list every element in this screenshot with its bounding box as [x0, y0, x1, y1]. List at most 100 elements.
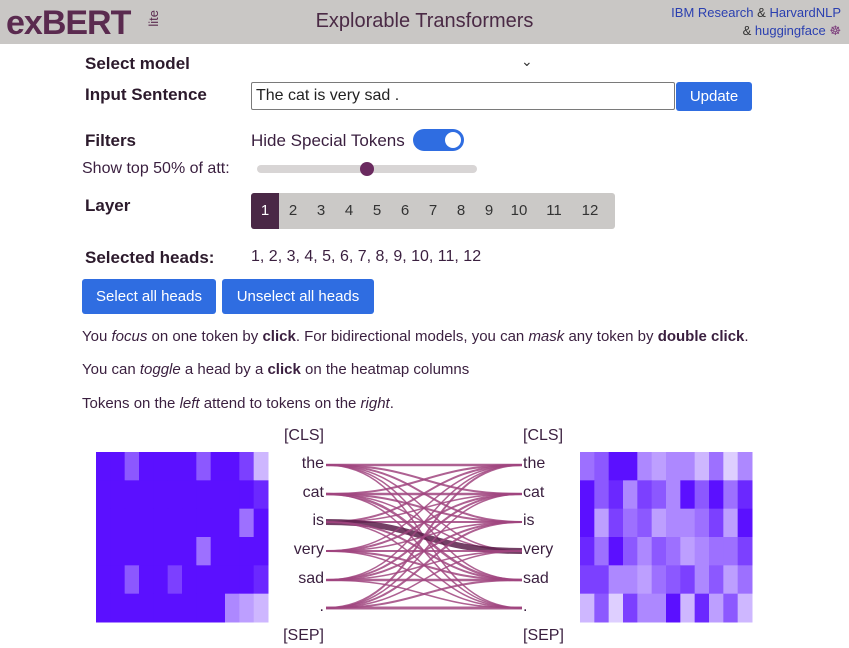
heatmap-cell[interactable]: [623, 480, 638, 510]
heatmap-cell[interactable]: [153, 593, 169, 623]
heatmap-cell[interactable]: [196, 452, 212, 481]
heatmap-cell[interactable]: [124, 480, 140, 510]
heatmap-cell[interactable]: [737, 480, 753, 510]
heatmap-cell[interactable]: [608, 508, 624, 538]
heatmap-cell[interactable]: [623, 593, 638, 623]
model-dropdown[interactable]: ⌄: [521, 53, 533, 70]
heatmap-cell[interactable]: [153, 480, 169, 510]
heatmap-cell[interactable]: [225, 593, 240, 623]
select-all-heads-button[interactable]: Select all heads: [82, 279, 216, 314]
right-token[interactable]: cat: [523, 484, 545, 501]
left-token[interactable]: [CLS]: [283, 427, 324, 444]
heatmap-cell[interactable]: [139, 537, 154, 566]
layer-option-8[interactable]: 8: [456, 202, 466, 219]
heatmap-cell[interactable]: [709, 565, 724, 595]
right-token[interactable]: sad: [523, 570, 549, 587]
heatmap-cell[interactable]: [124, 593, 140, 623]
heatmap-cell[interactable]: [225, 480, 240, 510]
heatmap-cell[interactable]: [709, 537, 724, 566]
heatmap-cell[interactable]: [723, 593, 739, 623]
heatmap-cell[interactable]: [225, 508, 240, 538]
right-token[interactable]: is: [523, 512, 535, 529]
attention-slider-thumb[interactable]: [360, 162, 374, 176]
layer-option-1[interactable]: 1: [251, 193, 279, 229]
heatmap-cell[interactable]: [637, 565, 653, 595]
heatmap-cell[interactable]: [580, 508, 595, 538]
left-token[interactable]: [SEP]: [283, 627, 324, 644]
layer-option-5[interactable]: 5: [372, 202, 382, 219]
right-token[interactable]: .: [523, 598, 528, 615]
heatmap-cell[interactable]: [709, 593, 724, 623]
heatmap-cell[interactable]: [666, 537, 681, 566]
heatmap-cell[interactable]: [709, 480, 724, 510]
heatmap-cell[interactable]: [253, 537, 269, 566]
heatmap-cell[interactable]: [225, 537, 240, 566]
ibm-link[interactable]: IBM Research: [671, 5, 754, 20]
heatmap-cell[interactable]: [96, 480, 111, 510]
heatmap-cell[interactable]: [694, 537, 710, 566]
heatmap-cell[interactable]: [651, 452, 667, 481]
heatmap-cell[interactable]: [594, 565, 610, 595]
heatmap-cell[interactable]: [680, 565, 696, 595]
sentence-input[interactable]: The cat is very sad .: [251, 82, 675, 110]
heatmap-cell[interactable]: [608, 565, 624, 595]
heatmap-cell[interactable]: [139, 565, 154, 595]
heatmap-cell[interactable]: [167, 452, 183, 481]
heatmap-cell[interactable]: [110, 480, 126, 510]
heatmap-cell[interactable]: [723, 565, 739, 595]
left-token[interactable]: sad: [298, 570, 324, 587]
layer-option-11[interactable]: 11: [546, 202, 562, 219]
heatmap-cell[interactable]: [680, 508, 696, 538]
heatmap-cell[interactable]: [666, 480, 681, 510]
heatmap-cell[interactable]: [110, 537, 126, 566]
layer-option-3[interactable]: 3: [316, 202, 326, 219]
heatmap-cell[interactable]: [139, 452, 154, 481]
heatmap-cell[interactable]: [196, 537, 212, 566]
heatmap-cell[interactable]: [110, 508, 126, 538]
heatmap-cell[interactable]: [225, 452, 240, 481]
heatmap-cell[interactable]: [637, 508, 653, 538]
heatmap-cell[interactable]: [723, 537, 739, 566]
heatmap-cell[interactable]: [253, 508, 269, 538]
left-token[interactable]: cat: [302, 484, 324, 501]
heatmap-cell[interactable]: [737, 537, 753, 566]
heatmap-cell[interactable]: [239, 452, 255, 481]
heatmap-cell[interactable]: [167, 593, 183, 623]
heatmap-cell[interactable]: [153, 537, 169, 566]
heatmap-cell[interactable]: [608, 593, 624, 623]
heatmap-cell[interactable]: [196, 565, 212, 595]
heatmap-cell[interactable]: [723, 508, 739, 538]
heatmap-cell[interactable]: [608, 537, 624, 566]
heatmap-cell[interactable]: [680, 537, 696, 566]
heatmap-cell[interactable]: [637, 537, 653, 566]
heatmap-cell[interactable]: [239, 508, 255, 538]
harvardnlp-link[interactable]: HarvardNLP: [769, 5, 841, 20]
right-heatmap[interactable]: [580, 452, 753, 623]
heatmap-cell[interactable]: [694, 565, 710, 595]
layer-option-2[interactable]: 2: [288, 202, 298, 219]
layer-option-7[interactable]: 7: [428, 202, 438, 219]
heatmap-cell[interactable]: [737, 565, 753, 595]
layer-option-9[interactable]: 9: [484, 202, 494, 219]
layer-option-6[interactable]: 6: [400, 202, 410, 219]
heatmap-cell[interactable]: [182, 452, 197, 481]
heatmap-cell[interactable]: [709, 508, 724, 538]
left-token[interactable]: .: [319, 598, 324, 615]
heatmap-cell[interactable]: [96, 565, 111, 595]
heatmap-cell[interactable]: [623, 537, 638, 566]
heatmap-cell[interactable]: [694, 508, 710, 538]
heatmap-cell[interactable]: [680, 480, 696, 510]
left-heatmap[interactable]: [96, 452, 269, 623]
layer-option-10[interactable]: 10: [510, 202, 528, 219]
heatmap-cell[interactable]: [637, 452, 653, 481]
heatmap-cell[interactable]: [594, 452, 610, 481]
heatmap-cell[interactable]: [651, 508, 667, 538]
heatmap-cell[interactable]: [580, 452, 595, 481]
heatmap-cell[interactable]: [580, 593, 595, 623]
unselect-all-heads-button[interactable]: Unselect all heads: [222, 279, 374, 314]
heatmap-cell[interactable]: [608, 452, 624, 481]
heatmap-cell[interactable]: [110, 452, 126, 481]
heatmap-cell[interactable]: [210, 508, 226, 538]
right-token[interactable]: [CLS]: [523, 427, 564, 444]
heatmap-cell[interactable]: [253, 480, 269, 510]
